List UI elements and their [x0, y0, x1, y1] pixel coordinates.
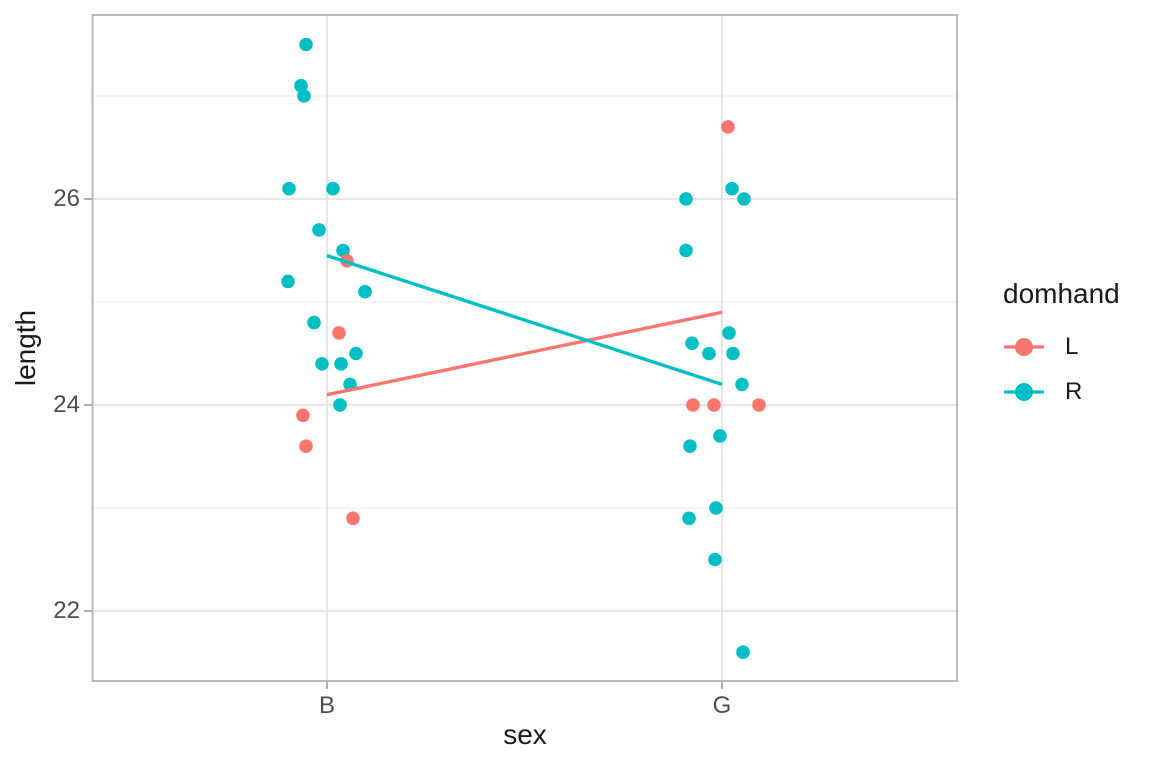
x-tick-label-b: B — [318, 692, 335, 719]
y-tick-label-22: 22 — [53, 597, 80, 624]
legend: domhand L R — [1003, 278, 1151, 420]
legend-item-r: R — [1003, 375, 1151, 409]
legend-key-l-icon — [1004, 338, 1044, 356]
legend-label-r: R — [1065, 378, 1083, 405]
legend-title: domhand — [1003, 278, 1120, 309]
y-axis-title: length — [10, 309, 41, 387]
x-axis-title: sex — [503, 719, 547, 750]
legend-item-l: L — [1003, 330, 1151, 364]
y-tick-label-24: 24 — [53, 391, 80, 418]
legend-key-r-icon — [1004, 383, 1044, 401]
x-tick-label-g: G — [712, 692, 732, 719]
legend-label-l: L — [1065, 333, 1079, 360]
y-tick-label-26: 26 — [53, 185, 80, 212]
